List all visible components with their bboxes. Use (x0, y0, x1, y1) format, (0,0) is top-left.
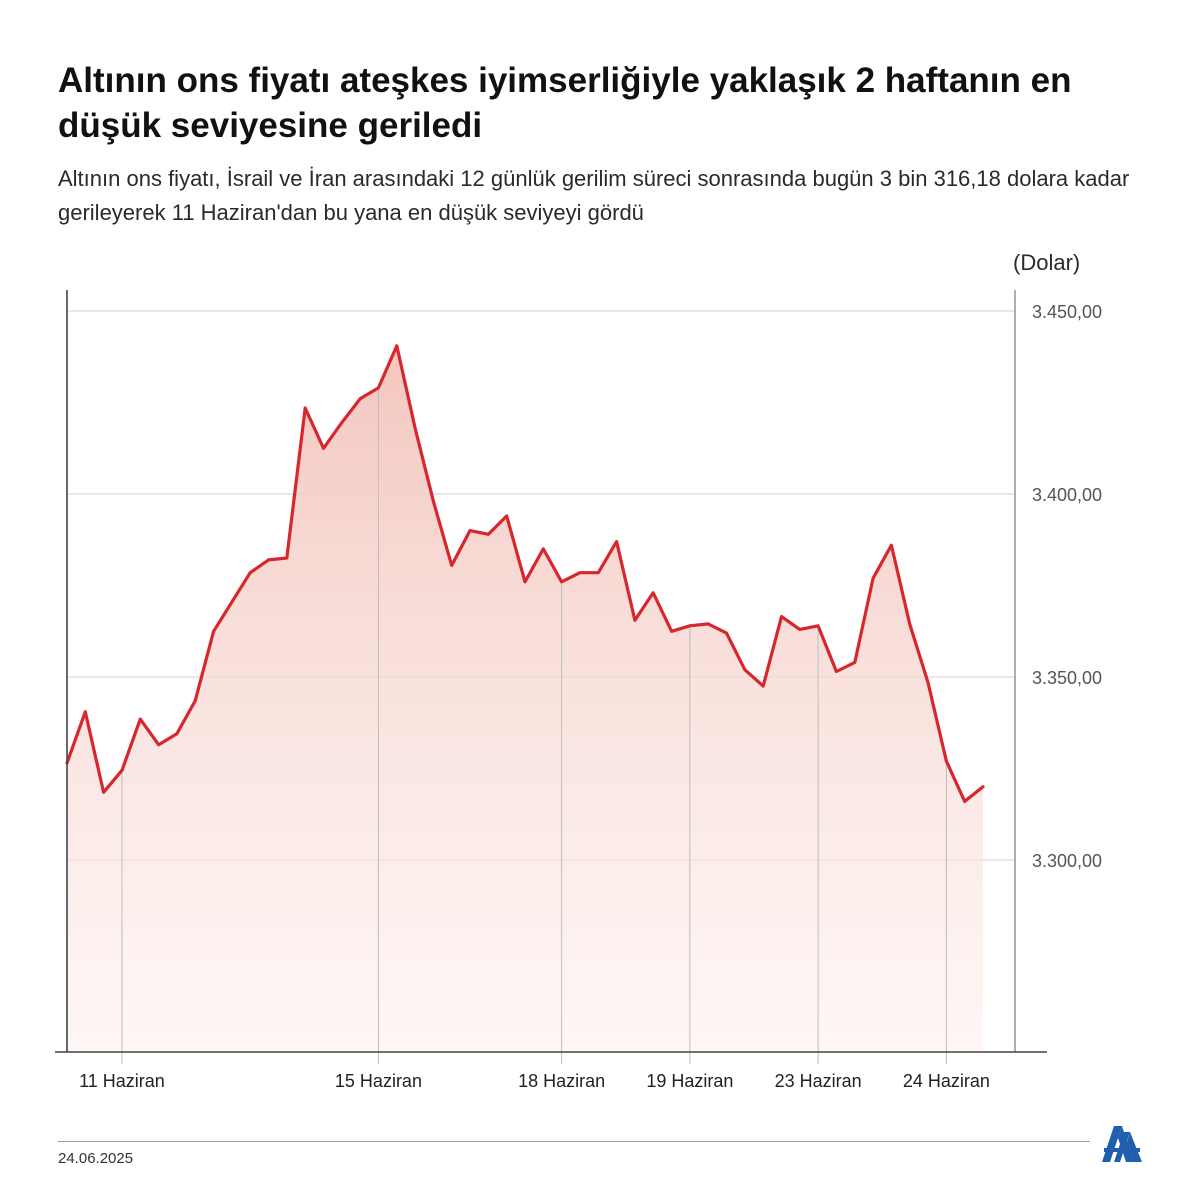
chart-subtitle: Altının ons fiyatı, İsrail ve İran arası… (58, 166, 1130, 225)
axes (55, 290, 1047, 1053)
x-tick-label: 15 Haziran (335, 1071, 422, 1091)
price-line (65, 344, 985, 803)
x-tick-label: 11 Haziran (79, 1071, 165, 1091)
x-tick-labels: 11 Haziran 15 Haziran 18 Haziran 19 Haziran… (79, 1071, 990, 1091)
y-tick-label: 3.350,00 (1032, 668, 1102, 688)
publish-date: 24.06.2025 (58, 1150, 134, 1167)
y-tick-label: 3.400,00 (1032, 485, 1102, 505)
footer-divider (58, 1141, 1090, 1142)
y-tick-label: 3.450,00 (1032, 302, 1102, 322)
aa-logo-icon (1102, 1126, 1142, 1162)
unit-label: (Dolar) (1013, 250, 1081, 275)
x-tick-label: 18 Haziran (518, 1071, 605, 1091)
y-tick-label: 3.300,00 (1032, 851, 1102, 871)
date-guide-lines (121, 387, 947, 1064)
price-area (67, 345, 983, 1052)
x-tick-label: 24 Haziran (903, 1071, 990, 1091)
x-tick-label: 19 Haziran (646, 1071, 733, 1091)
chart-title: Altının ons fiyatı ateşkes iyimserliğiyl… (58, 61, 1072, 145)
x-tick-label: 23 Haziran (775, 1071, 862, 1091)
y-tick-labels: 3.300,00 3.350,00 3.400,00 3.450,00 (1032, 302, 1102, 871)
price-chart: 3.300,00 3.350,00 3.400,00 3.450,00 11 Hazi… (55, 290, 1102, 1091)
